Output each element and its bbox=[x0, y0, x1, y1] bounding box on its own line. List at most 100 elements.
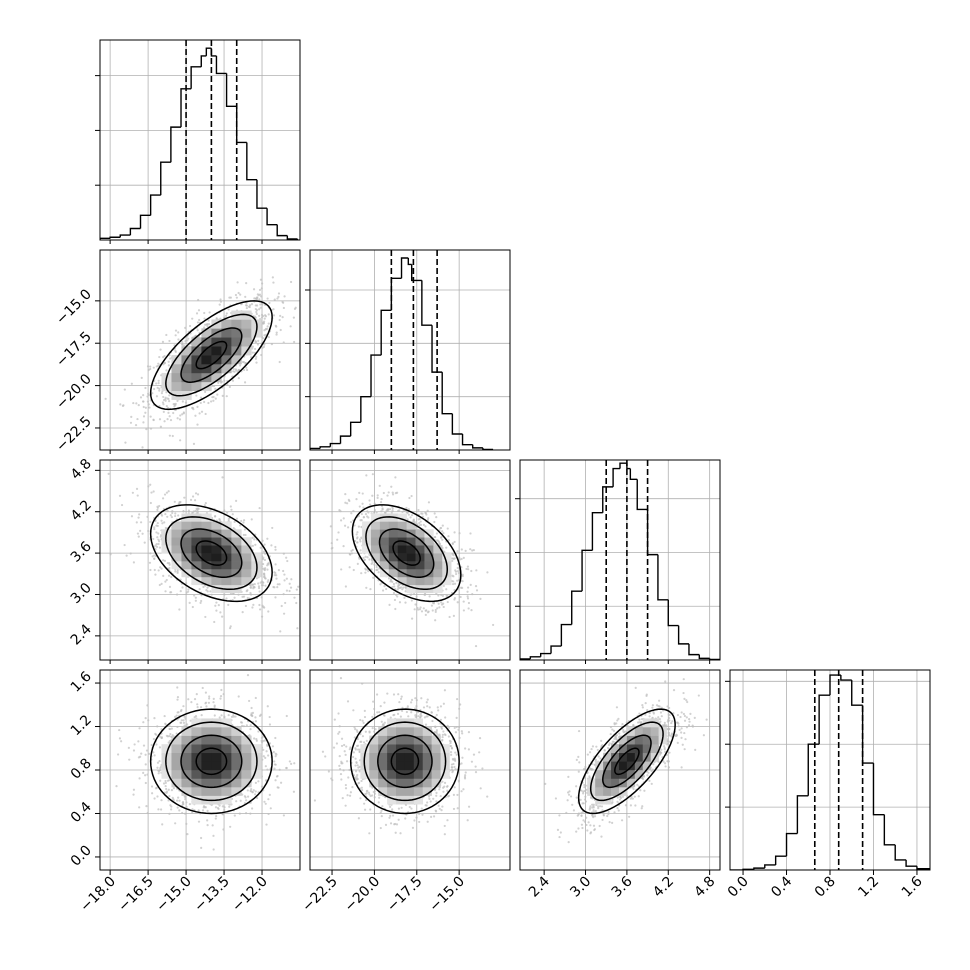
scatter-point bbox=[436, 607, 439, 610]
histogram-bin bbox=[286, 235, 298, 240]
scatter-point bbox=[142, 421, 145, 424]
scatter-point bbox=[147, 529, 150, 533]
density-cell bbox=[415, 529, 425, 538]
scatter-point bbox=[237, 291, 240, 295]
scatter-point bbox=[200, 846, 203, 849]
scatter-point bbox=[456, 570, 459, 573]
scatter-point bbox=[166, 561, 169, 565]
density-cell bbox=[231, 337, 242, 347]
scatter-point bbox=[137, 740, 140, 743]
scatter-point bbox=[242, 533, 245, 537]
scatter-point bbox=[157, 569, 160, 572]
scatter-point bbox=[157, 542, 160, 546]
scatter-point bbox=[177, 331, 180, 334]
scatter-point bbox=[462, 600, 465, 603]
histogram-bin bbox=[667, 599, 679, 627]
scatter-point bbox=[174, 334, 177, 337]
density-cell bbox=[181, 537, 192, 546]
scatter-point bbox=[182, 344, 186, 347]
scatter-point bbox=[152, 737, 155, 741]
scatter-point bbox=[277, 292, 281, 295]
scatter-point bbox=[161, 522, 164, 525]
density-cell bbox=[370, 521, 381, 530]
scatter-point bbox=[349, 520, 353, 524]
scatter-point bbox=[466, 595, 469, 598]
scatter-point bbox=[200, 599, 203, 603]
scatter-point bbox=[263, 343, 266, 346]
scatter-point bbox=[464, 549, 467, 552]
scatter-point bbox=[142, 394, 145, 397]
scatter-point bbox=[273, 298, 276, 301]
scatter-point bbox=[344, 585, 347, 588]
scatter-point bbox=[395, 581, 398, 585]
scatter-point bbox=[242, 519, 246, 522]
scatter-point bbox=[344, 492, 347, 496]
scatter-point bbox=[129, 552, 132, 555]
scatter-point bbox=[401, 588, 404, 591]
scatter-point bbox=[422, 523, 425, 526]
histogram-bin bbox=[916, 866, 930, 870]
scatter-point bbox=[256, 796, 259, 800]
density-cell bbox=[201, 561, 212, 570]
scatter-point bbox=[168, 339, 171, 343]
scatter-point bbox=[393, 598, 397, 602]
scatter-point bbox=[227, 603, 230, 606]
scatter-point bbox=[257, 780, 260, 783]
scatter-point bbox=[184, 798, 187, 801]
density-cell bbox=[370, 553, 381, 562]
scatter-point bbox=[179, 500, 182, 504]
histogram-bin bbox=[266, 208, 278, 226]
scatter-point bbox=[232, 367, 235, 371]
scatter-point bbox=[149, 568, 152, 572]
scatter-point bbox=[469, 548, 472, 551]
histogram-bin bbox=[619, 462, 627, 469]
scatter-point bbox=[118, 494, 122, 497]
scatter-point bbox=[232, 527, 235, 530]
scatter-point bbox=[251, 351, 254, 354]
histogram-content bbox=[100, 40, 299, 240]
scatter-point bbox=[406, 518, 409, 521]
density-cell bbox=[433, 584, 443, 594]
density-cell bbox=[191, 561, 202, 570]
density-cell bbox=[211, 584, 222, 594]
scatter-point bbox=[366, 515, 369, 518]
scatter-point bbox=[418, 608, 422, 611]
histogram-bin bbox=[246, 142, 257, 181]
density-cell bbox=[388, 561, 398, 570]
scatter-point bbox=[245, 799, 248, 802]
scatter-point bbox=[160, 582, 163, 585]
scatter-point bbox=[412, 592, 416, 596]
scatter-point bbox=[120, 503, 124, 507]
scatter-point bbox=[152, 537, 155, 541]
scatter-point bbox=[267, 812, 270, 816]
scatter-point bbox=[158, 546, 161, 549]
scatter-point bbox=[223, 509, 226, 512]
scatter-point bbox=[251, 583, 255, 586]
scatter-point bbox=[197, 809, 200, 812]
scatter-point bbox=[204, 323, 207, 326]
scatter-point bbox=[259, 303, 262, 306]
density-cell bbox=[231, 576, 242, 586]
histogram-bin bbox=[774, 855, 787, 865]
density-cell bbox=[171, 553, 182, 562]
scatter-point bbox=[279, 328, 282, 332]
scatter-point bbox=[165, 333, 168, 337]
histogram-content bbox=[730, 670, 930, 870]
scatter-point bbox=[415, 595, 418, 598]
scatter-point bbox=[428, 595, 431, 598]
scatter-point bbox=[204, 390, 207, 394]
scatter-point bbox=[251, 606, 254, 609]
histogram-bin bbox=[482, 447, 494, 450]
scatter-point bbox=[370, 562, 373, 565]
scatter-point bbox=[165, 491, 169, 494]
scatter-point bbox=[342, 517, 345, 520]
scatter-point bbox=[223, 593, 226, 596]
scatter-point bbox=[146, 400, 150, 403]
scatter-point bbox=[435, 516, 438, 519]
density-cell bbox=[379, 529, 390, 538]
scatter-point bbox=[173, 500, 176, 503]
scatter-point bbox=[193, 499, 197, 502]
scatter-point bbox=[160, 513, 163, 516]
scatter-point bbox=[215, 601, 218, 604]
scatter-point bbox=[163, 420, 166, 423]
